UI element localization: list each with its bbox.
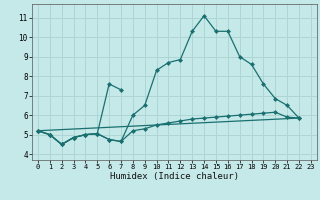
X-axis label: Humidex (Indice chaleur): Humidex (Indice chaleur) (110, 172, 239, 181)
